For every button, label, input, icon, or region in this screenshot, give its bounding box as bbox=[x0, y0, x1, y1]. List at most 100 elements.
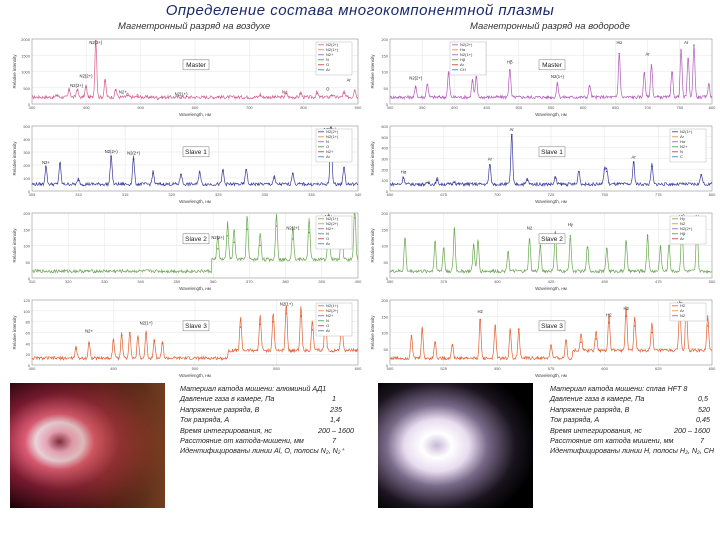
peak-point bbox=[104, 80, 106, 83]
peak-point bbox=[129, 331, 131, 334]
spectrum-chart: 0 100 200 300 400 500 305 310 315 320 325 330 335 340… bbox=[12, 124, 362, 204]
legend-entry: N2(1+) bbox=[326, 303, 339, 308]
y-tick-label: 200 bbox=[381, 37, 388, 42]
y-tick-label: 0 bbox=[28, 102, 31, 107]
peak-point bbox=[580, 341, 582, 344]
peak-point bbox=[198, 171, 201, 173]
peak-point bbox=[311, 328, 314, 331]
y-tick-label: 1500 bbox=[21, 53, 31, 58]
y-tick-label: 200 bbox=[381, 298, 388, 303]
plot-frame bbox=[389, 38, 713, 105]
x-tick-label: 700 bbox=[246, 105, 253, 110]
peak-point bbox=[59, 163, 61, 165]
x-axis-label: Wavelength, нм bbox=[535, 112, 567, 117]
peak-point bbox=[132, 158, 135, 160]
peak-label: N bbox=[282, 89, 285, 94]
x-tick-label: 400 bbox=[451, 105, 458, 110]
param-label: Идентифицированы линии Al, O, полосы N₂,… bbox=[180, 446, 345, 456]
param-label: Давление газа в камере, Па bbox=[550, 394, 645, 404]
x-tick-label: 325 bbox=[215, 192, 222, 197]
peak-point bbox=[292, 238, 294, 240]
spectrum-line bbox=[31, 304, 359, 362]
x-tick-label: 750 bbox=[676, 105, 683, 110]
x-tick-label: 675 bbox=[440, 192, 447, 197]
peak-point bbox=[625, 315, 627, 318]
x-tick-label: 390 bbox=[318, 279, 325, 284]
x-tick-label: 900 bbox=[355, 105, 362, 110]
x-tick-label: 320 bbox=[65, 279, 72, 284]
peak-point bbox=[434, 341, 436, 344]
grid bbox=[389, 299, 713, 366]
y-tick-label: 2000 bbox=[21, 37, 31, 42]
panel-name-box bbox=[182, 59, 210, 71]
peak-point bbox=[453, 181, 456, 184]
peak-point bbox=[275, 225, 278, 227]
peak-label: H2 bbox=[477, 309, 483, 314]
y-tick-label: 200 bbox=[23, 211, 30, 216]
x-tick-label: 625 bbox=[655, 366, 662, 371]
y-tick-label: 50 bbox=[26, 260, 31, 265]
x-axis-label: Wavelength, нм bbox=[179, 373, 211, 378]
legend-entry: N2+ bbox=[326, 226, 334, 231]
legend-entry: N2(1+) bbox=[460, 52, 473, 57]
legend-entry: N2+ bbox=[680, 144, 688, 149]
y-tick-label: 300 bbox=[23, 150, 30, 155]
spectrum-panel: 0 50 100 150 200 300 350 400 450 500 550 600 650 700 7… bbox=[368, 35, 716, 119]
peak-point bbox=[556, 83, 559, 86]
panel-name: Slave 2 bbox=[185, 236, 207, 243]
peak-point bbox=[161, 342, 164, 345]
param-label: Ток разряда, А bbox=[550, 415, 600, 425]
x-tick-label: 750 bbox=[601, 192, 608, 197]
x-tick-label: 725 bbox=[548, 192, 555, 197]
spectrum-panel: 0 50 100 150 200 310 320 330 340 350 360 370 380 390 4… bbox=[10, 209, 362, 293]
param-row: Ток разряда, А 1,4 bbox=[180, 415, 365, 425]
legend-entry: N2(1+) bbox=[326, 47, 339, 52]
peak-point bbox=[510, 133, 513, 136]
right-column-heading: Магнетронный разряд на водороде bbox=[470, 21, 630, 32]
peak-point bbox=[180, 97, 182, 99]
peak-point bbox=[477, 241, 479, 244]
y-tick-label: 40 bbox=[26, 341, 31, 346]
air-plasma-photo bbox=[10, 383, 165, 508]
x-tick-label: 400 bbox=[494, 279, 501, 284]
peak-point bbox=[410, 334, 413, 337]
peak-label: Ar bbox=[347, 77, 352, 82]
x-tick-label: 350 bbox=[174, 279, 181, 284]
legend-entry: N bbox=[680, 149, 683, 154]
peak-point bbox=[472, 244, 475, 247]
peak-point bbox=[595, 338, 597, 340]
peak-label: N2(2+) bbox=[211, 235, 225, 240]
spectrum-line bbox=[389, 134, 713, 188]
hydrogen-plasma-photo bbox=[378, 383, 533, 508]
x-tick-label: 360 bbox=[210, 279, 217, 284]
x-tick-label: 330 bbox=[101, 279, 108, 284]
y-tick-label: 50 bbox=[384, 260, 389, 265]
peak-label: N2(1+) bbox=[140, 320, 154, 325]
legend-box bbox=[315, 302, 353, 337]
param-value: 0,45 bbox=[696, 415, 710, 425]
y-tick-label: 100 bbox=[381, 178, 388, 183]
peak-point bbox=[88, 342, 90, 345]
peak-point bbox=[603, 168, 606, 171]
y-axis-label: Relative intensity bbox=[370, 315, 375, 350]
peak-point bbox=[343, 92, 345, 95]
peak-point bbox=[217, 96, 220, 99]
param-row: Расстояние от катода-мишени, мм 7 bbox=[180, 436, 365, 446]
peak-point bbox=[85, 86, 87, 88]
x-tick-label: 300 bbox=[387, 105, 394, 110]
peak-point bbox=[120, 334, 123, 337]
grid bbox=[389, 38, 713, 105]
legend-entry: C bbox=[680, 154, 683, 159]
peak-point bbox=[651, 331, 653, 334]
spectrum-panel: 0 50 100 150 200 500 525 550 575 600 625 650 Wavelen… bbox=[368, 296, 716, 380]
panel-name-box bbox=[182, 320, 210, 332]
y-tick-label: 50 bbox=[384, 86, 389, 91]
peak-point bbox=[471, 80, 474, 83]
panel-name: Slave 1 bbox=[185, 149, 207, 156]
peak-point bbox=[137, 337, 139, 339]
hydrogen-discharge-parameters: Материал катода мишени: сплав HFT 8 Давл… bbox=[550, 384, 718, 457]
y-tick-label: 60 bbox=[26, 331, 31, 336]
y-tick-label: 400 bbox=[23, 137, 30, 142]
y-tick-label: 0 bbox=[386, 102, 389, 107]
